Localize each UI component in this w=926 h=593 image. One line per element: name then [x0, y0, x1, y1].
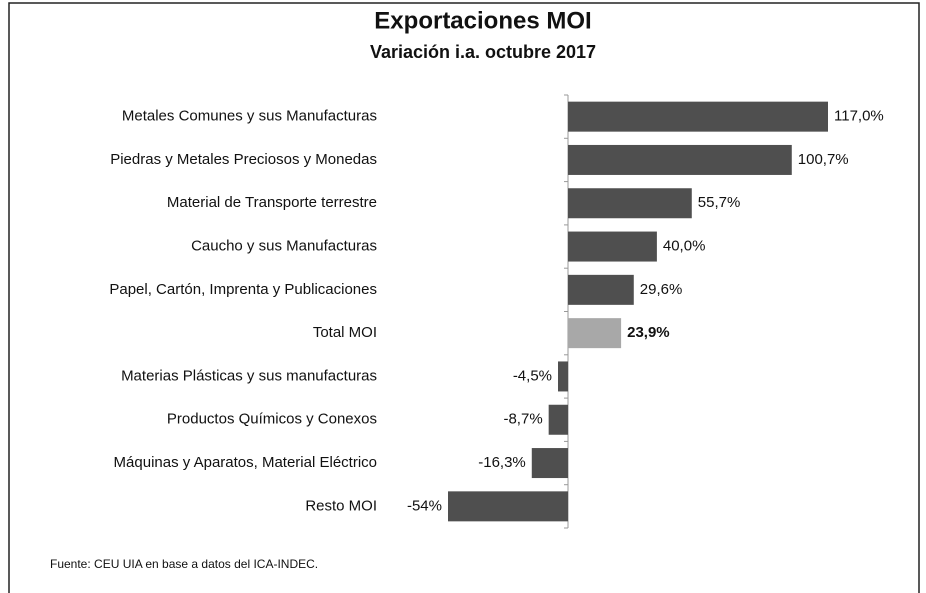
category-label: Materias Plásticas y sus manufacturas [121, 367, 377, 384]
value-label: -8,7% [503, 411, 542, 428]
category-label: Papel, Cartón, Imprenta y Publicaciones [109, 281, 377, 298]
bar [448, 491, 568, 522]
value-label: -16,3% [478, 454, 526, 471]
value-label: 23,9% [627, 324, 670, 341]
bar [558, 361, 568, 392]
value-label: 29,6% [640, 281, 683, 298]
value-label: 117,0% [834, 108, 884, 125]
bar [531, 448, 568, 479]
bar [568, 274, 634, 305]
chart-subtitle: Variación i.a. octubre 2017 [370, 42, 596, 62]
value-label: 40,0% [663, 238, 706, 255]
category-label: Resto MOI [305, 497, 377, 514]
value-label: -54% [407, 497, 442, 514]
category-label: Metales Comunes y sus Manufacturas [122, 108, 377, 125]
category-label: Máquinas y Aparatos, Material Eléctrico [114, 454, 377, 471]
category-label: Productos Químicos y Conexos [167, 411, 377, 428]
category-label: Piedras y Metales Preciosos y Monedas [110, 151, 377, 168]
source-note: Fuente: CEU UIA en base a datos del ICA-… [50, 557, 318, 571]
bar [568, 231, 657, 262]
frame [8, 2, 920, 593]
value-label: 100,7% [798, 151, 849, 168]
bar [568, 144, 792, 175]
bar [568, 318, 622, 349]
value-label: 55,7% [698, 194, 741, 211]
value-label: -4,5% [513, 367, 552, 384]
bar [568, 188, 692, 219]
chart-title: Exportaciones MOI [374, 7, 591, 34]
bar [568, 101, 828, 132]
category-label: Caucho y sus Manufacturas [191, 238, 377, 255]
category-label: Total MOI [313, 324, 377, 341]
category-label: Material de Transporte terrestre [167, 194, 377, 211]
bar [548, 404, 568, 435]
